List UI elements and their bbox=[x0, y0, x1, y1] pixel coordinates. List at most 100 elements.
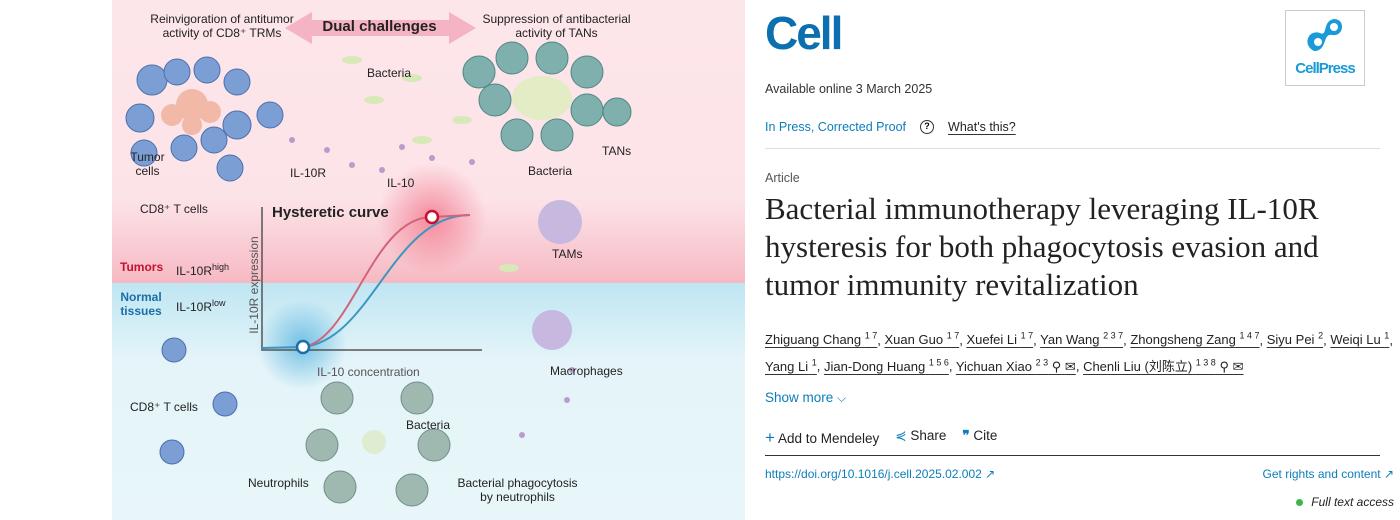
doi-text: https://doi.org/10.1016/j.cell.2025.02.0… bbox=[765, 467, 982, 481]
cite-button[interactable]: ❞ Cite bbox=[962, 428, 997, 448]
author-name: Zhongsheng Zang bbox=[1130, 332, 1236, 348]
author-name: Xuan Guo bbox=[884, 332, 944, 348]
label-bacteria-bottom: Bacteria bbox=[406, 418, 451, 432]
journal-logo[interactable]: Cell bbox=[765, 7, 843, 59]
graphical-abstract: Reinvigoration of antitumor activity of … bbox=[112, 0, 745, 520]
chevron-down-icon: ⌵ bbox=[837, 391, 847, 405]
label-hysteretic-curve: Hysteretic curve bbox=[272, 204, 389, 221]
author-affiliation: 2 bbox=[1318, 331, 1324, 341]
cite-label: Cite bbox=[973, 428, 998, 443]
label-cd8-top: CD8⁺ T cells bbox=[140, 202, 208, 216]
cellpress-text: CellPress bbox=[1295, 60, 1355, 77]
cellpress-logo[interactable]: CellPress bbox=[1285, 10, 1365, 86]
divider bbox=[765, 148, 1380, 149]
author-link[interactable]: Yang Li 1 bbox=[765, 357, 817, 374]
article-title: Bacterial immunotherapy leveraging IL-10… bbox=[765, 191, 1319, 302]
author-affiliation: 1 3 8 bbox=[1195, 357, 1216, 368]
author-affiliation: 1 7 bbox=[864, 331, 878, 341]
author-affiliation: 1 5 6 bbox=[928, 357, 949, 368]
whats-this-link[interactable]: What's this? bbox=[948, 120, 1016, 134]
label-il10r-high: IL-10Rhigh bbox=[176, 260, 229, 278]
author-link[interactable]: Xuan Guo 1 7 bbox=[884, 331, 960, 348]
author-link[interactable]: Yichuan Xiao 2 3 ⚲ ✉ bbox=[955, 357, 1076, 374]
label-bacteria-top: Bacteria bbox=[367, 66, 412, 80]
il10r-low-text: IL-10R bbox=[176, 300, 213, 314]
author-affiliation: 1 4 7 bbox=[1239, 331, 1260, 341]
person-icon: ⚲ bbox=[1051, 358, 1062, 374]
share-label: Share bbox=[910, 428, 947, 443]
help-icon[interactable]: ? bbox=[920, 120, 935, 134]
author-name: Weiqi Lu bbox=[1330, 332, 1381, 348]
author-affiliation: 1 bbox=[811, 357, 817, 368]
author-link[interactable]: Yan Wang 2 3 7 bbox=[1040, 331, 1124, 348]
author-link[interactable]: Xuefei Li 1 7 bbox=[966, 331, 1034, 348]
author-link[interactable]: Chenli Liu (刘陈立) 1 3 8 ⚲ ✉ bbox=[1083, 357, 1244, 374]
label-cd8-bottom: CD8⁺ T cells bbox=[130, 400, 198, 414]
il10r-high-text: IL-10R bbox=[176, 264, 213, 278]
article-type: Article bbox=[765, 171, 800, 185]
plus-icon: + bbox=[765, 428, 775, 447]
author-name: Siyu Pei bbox=[1266, 332, 1315, 348]
in-press-status: In Press, Corrected Proof bbox=[765, 120, 907, 134]
author-affiliation: 1 7 bbox=[946, 331, 960, 341]
label-tans: TANs bbox=[602, 144, 632, 158]
available-online: Available online 3 March 2025 bbox=[765, 82, 933, 96]
author-link[interactable]: Weiqi Lu 1 bbox=[1330, 331, 1389, 348]
label-neutrophils: Neutrophils bbox=[248, 476, 309, 490]
label-phagocytosis: Bacterial phagocytosis by neutrophils bbox=[457, 476, 578, 504]
label-dual-challenges: Dual challenges bbox=[322, 18, 437, 35]
doi-link[interactable]: https://doi.org/10.1016/j.cell.2025.02.0… bbox=[765, 467, 995, 481]
y-axis-label: IL-10R expression bbox=[247, 236, 261, 334]
status-row: In Press, Corrected Proof ? What's this? bbox=[765, 120, 1016, 134]
author-affiliation: 1 7 bbox=[1020, 331, 1034, 341]
access-badge: Full text access bbox=[1296, 495, 1394, 509]
rights-link[interactable]: Get rights and content ↗ bbox=[1263, 467, 1394, 481]
label-tams: TAMs bbox=[552, 247, 583, 261]
x-axis-label: IL-10 concentration bbox=[317, 365, 420, 379]
external-link-icon: ↗ bbox=[985, 467, 996, 481]
author-link[interactable]: Zhiguang Chang 1 7 bbox=[765, 331, 878, 347]
label-tumor-cells: Tumor cells bbox=[130, 150, 165, 178]
external-link-icon: ↗ bbox=[1383, 467, 1394, 481]
add-to-mendeley-button[interactable]: + Add to Mendeley bbox=[765, 428, 879, 448]
author-link[interactable]: Jian-Dong Huang 1 5 6 bbox=[824, 357, 949, 374]
quote-icon: ❞ bbox=[962, 428, 970, 443]
author-affiliation: 2 3 bbox=[1035, 357, 1049, 368]
il10r-high-sup: high bbox=[212, 262, 230, 272]
author-name: Yichuan Xiao bbox=[955, 358, 1032, 374]
mendeley-label: Add to Mendeley bbox=[777, 431, 880, 446]
author-link[interactable]: Zhongsheng Zang 1 4 7 bbox=[1130, 331, 1260, 348]
mail-icon: ✉ bbox=[1232, 358, 1244, 374]
label-il10: IL-10 bbox=[387, 176, 415, 190]
author-name: Chenli Liu (刘陈立) bbox=[1083, 358, 1193, 374]
dual-arrow bbox=[285, 12, 476, 44]
action-bar: + Add to Mendeley ⋞ Share ❞ Cite bbox=[765, 428, 997, 448]
author-name: Xuefei Li bbox=[966, 332, 1018, 348]
share-button[interactable]: ⋞ Share bbox=[895, 428, 946, 448]
article-header: Cell CellPress Available online 3 March … bbox=[765, 0, 1400, 520]
label-normal-tissues: Normal tissues bbox=[120, 290, 162, 318]
cellpress-mark-icon bbox=[1307, 19, 1343, 51]
rights-text: Get rights and content bbox=[1262, 467, 1381, 481]
tan-cluster bbox=[462, 41, 632, 152]
author-name: Yang Li bbox=[765, 358, 809, 374]
author-list: Zhiguang Chang 1 7, Xuan Guo 1 7, Xuefei… bbox=[765, 331, 1393, 374]
author-name: Yan Wang bbox=[1040, 332, 1100, 348]
author-affiliation: 2 3 7 bbox=[1103, 331, 1124, 341]
author-name: Jian-Dong Huang bbox=[824, 358, 926, 374]
label-suppression: Suppression of antibacterial activity of… bbox=[482, 12, 631, 40]
share-icon: ⋞ bbox=[895, 428, 907, 443]
author-link[interactable]: Siyu Pei 2 bbox=[1266, 331, 1324, 348]
tumor-cells bbox=[161, 89, 221, 135]
label-tumors: Tumors bbox=[120, 260, 164, 274]
label-reinvigoration: Reinvigoration of antitumor activity of … bbox=[150, 12, 294, 40]
access-text: Full text access bbox=[1311, 495, 1394, 509]
label-macrophages: Macrophages bbox=[550, 364, 623, 378]
show-more-button[interactable]: Show more ⌵ bbox=[765, 390, 846, 406]
show-more-label: Show more bbox=[765, 390, 834, 405]
il10r-low-sup: low bbox=[212, 298, 226, 308]
graphical-abstract-art bbox=[125, 12, 632, 507]
divider-2 bbox=[765, 455, 1380, 456]
label-il10r-low: IL-10Rlow bbox=[176, 296, 226, 314]
hysteresis-plot bbox=[261, 207, 482, 355]
